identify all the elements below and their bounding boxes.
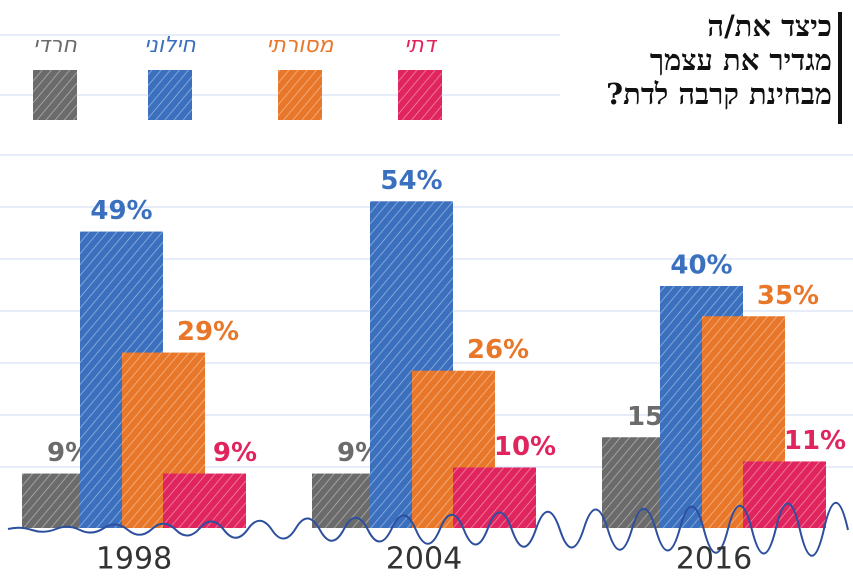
value-label: 29% <box>177 317 239 347</box>
bar <box>743 461 826 528</box>
baseline <box>7 501 849 557</box>
title-bar <box>838 12 842 124</box>
value-label: 10% <box>494 432 556 462</box>
value-label: 26% <box>467 335 529 365</box>
value-label: 40% <box>670 251 732 281</box>
legend-label: חרדי <box>33 33 77 58</box>
x-tick-label: 2016 <box>676 542 752 577</box>
legend-swatch <box>148 70 192 120</box>
legend-label: מסורתי <box>266 33 334 58</box>
value-label: 9% <box>213 438 257 468</box>
value-label: 11% <box>784 426 846 456</box>
bar <box>453 467 536 528</box>
value-label: 49% <box>90 196 152 226</box>
legend-label: חילוני <box>144 33 196 58</box>
x-tick-label: 1998 <box>96 542 172 577</box>
value-label: 35% <box>757 281 819 311</box>
value-label: 54% <box>380 166 442 196</box>
legend-swatch <box>33 70 77 120</box>
chart-title: מגדיר את עצמך <box>650 43 832 77</box>
x-tick-label: 2004 <box>386 542 462 577</box>
legend-swatch <box>278 70 322 120</box>
bar <box>163 473 246 528</box>
legend-label: דתי <box>404 33 437 58</box>
legend-swatch <box>398 70 442 120</box>
chart-title: כיצד את/ה <box>707 9 832 43</box>
chart-title: מבחינת קרבה לדת? <box>606 77 832 111</box>
